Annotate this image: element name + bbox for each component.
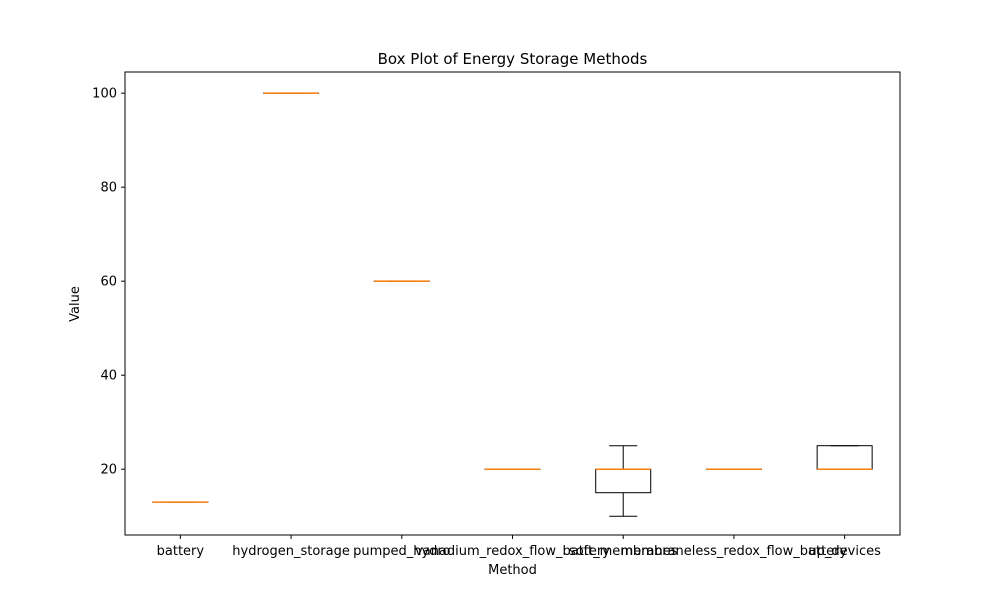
- box-soft_membranes: [595, 445, 652, 517]
- x-tick-label: hydrogen_storage: [232, 544, 350, 559]
- x-tick-label: up_devices: [808, 544, 881, 559]
- box-up_devices: [816, 445, 873, 470]
- x-tick-label: pumped_hydro: [353, 544, 450, 559]
- y-tick-label: 80: [100, 181, 117, 196]
- plot-area: [152, 92, 873, 517]
- chart-title: Box Plot of Energy Storage Methods: [378, 50, 648, 68]
- x-tick-label: soft_membranes: [569, 544, 678, 559]
- y-tick-label: 20: [100, 463, 117, 478]
- y-axis-label: Value: [68, 286, 83, 322]
- x-axis: battery hydrogen_storage pumped_hydrovanad…: [157, 535, 881, 559]
- x-tick-label: vanadium_redox_flow_battery: [415, 544, 610, 559]
- plot-frame: [124, 71, 901, 536]
- x-tick-label: battery: [157, 544, 205, 559]
- x-axis-label: Method: [488, 563, 537, 578]
- x-tick-label: membraneless_redox_flow_battery: [621, 544, 848, 559]
- y-tick-label: 100: [92, 87, 117, 102]
- y-tick-label: 60: [100, 275, 117, 290]
- y-axis: 20 40 60 80 100: [92, 87, 125, 478]
- y-tick-label: 40: [100, 369, 117, 384]
